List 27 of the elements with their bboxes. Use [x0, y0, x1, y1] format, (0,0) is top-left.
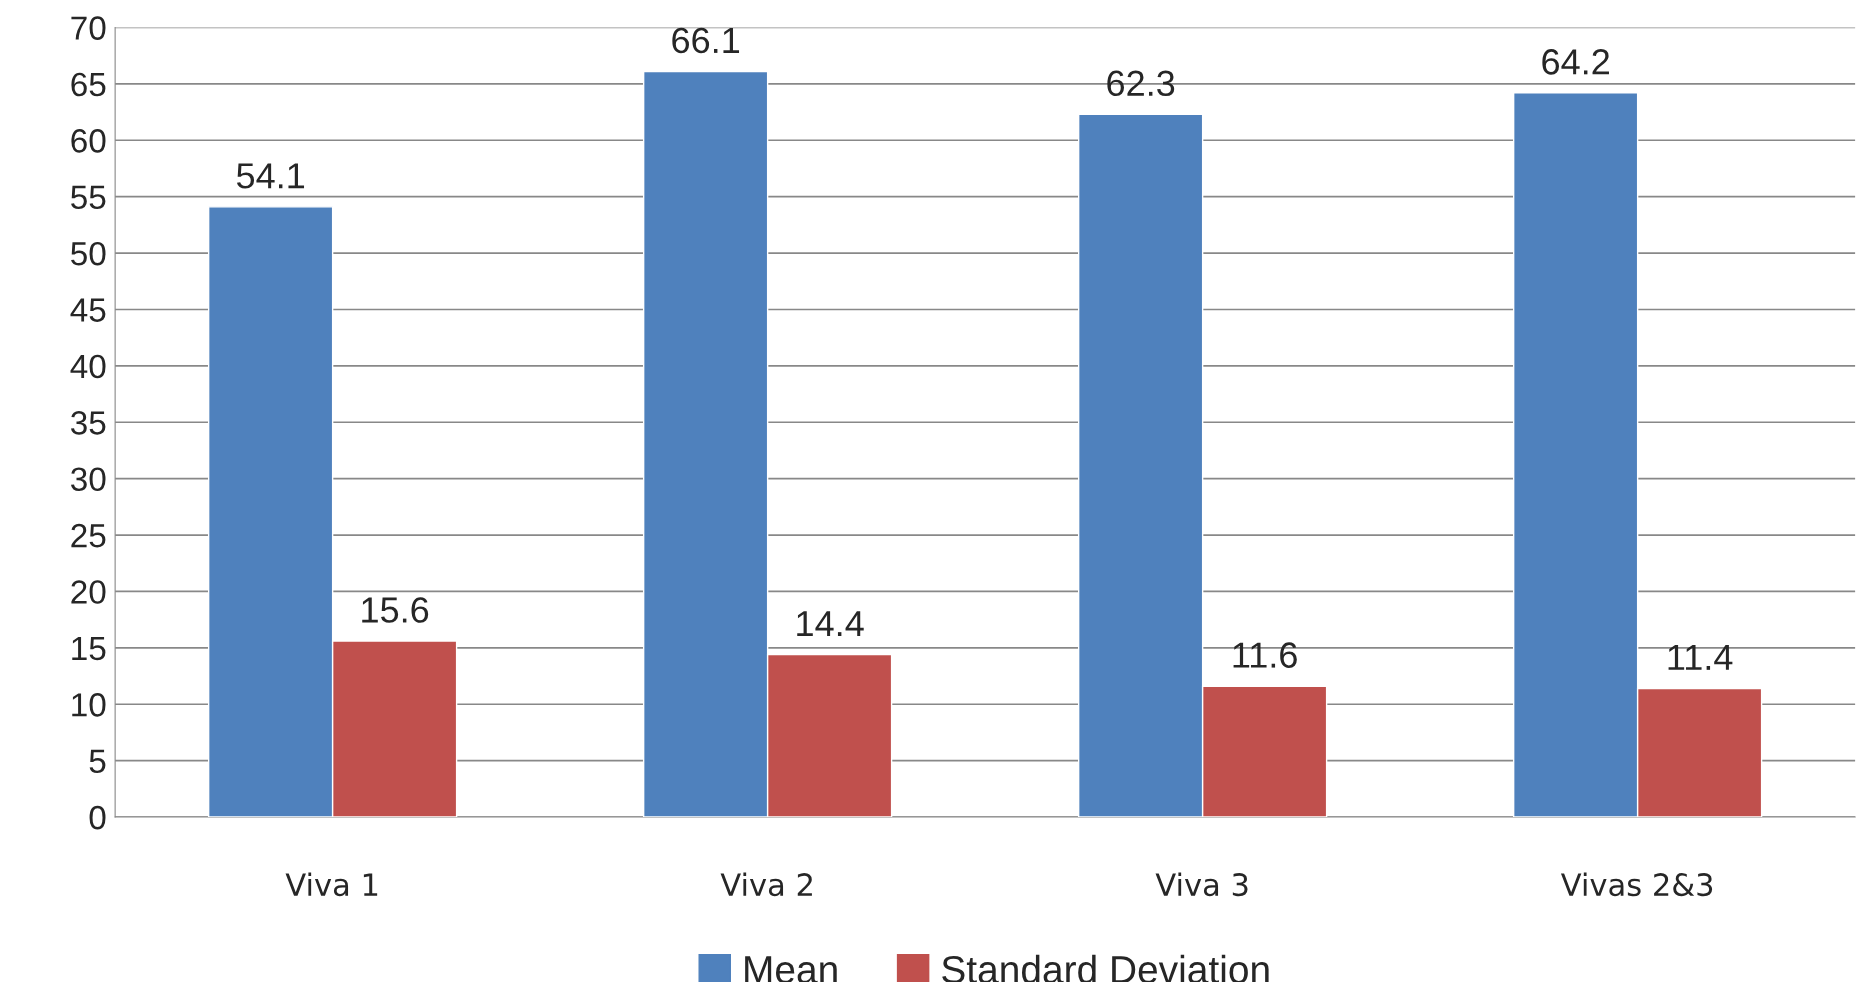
y-tick-label: 40 — [70, 354, 106, 379]
x-tick-label: Viva 3 — [1155, 872, 1248, 897]
y-tick-label: 35 — [71, 411, 106, 435]
y-tick-label: 10 — [72, 693, 106, 717]
y-tick-label: 15 — [72, 636, 106, 661]
data-label: 15.6 — [362, 597, 429, 623]
data-label: 11.6 — [1233, 642, 1297, 668]
y-tick-label: 70 — [71, 16, 106, 40]
y-tick-label: 30 — [71, 467, 106, 492]
y-tick-label: 25 — [71, 523, 106, 548]
y-tick-label: 65 — [71, 72, 106, 97]
y-tick-label: 55 — [71, 185, 106, 210]
data-label: 14.4 — [797, 611, 864, 636]
y-tick-label: 20 — [71, 580, 106, 604]
data-label: 54.1 — [236, 163, 305, 189]
data-label: 66.1 — [672, 27, 740, 54]
y-tick-label: 0 — [89, 805, 106, 830]
y-tick-label: 50 — [71, 241, 106, 266]
y-tick-label: 60 — [71, 129, 106, 153]
x-tick-label: Vivas 2&3 — [1560, 872, 1713, 897]
x-tick-label: Viva 1 — [285, 872, 378, 897]
data-label: 64.2 — [1542, 49, 1609, 75]
data-label: 11.4 — [1668, 645, 1733, 670]
data-label: 62.3 — [1107, 70, 1175, 97]
x-tick-label: Viva 2 — [720, 872, 812, 897]
y-tick-label: 45 — [70, 298, 106, 322]
y-tick-label: 5 — [89, 749, 106, 774]
